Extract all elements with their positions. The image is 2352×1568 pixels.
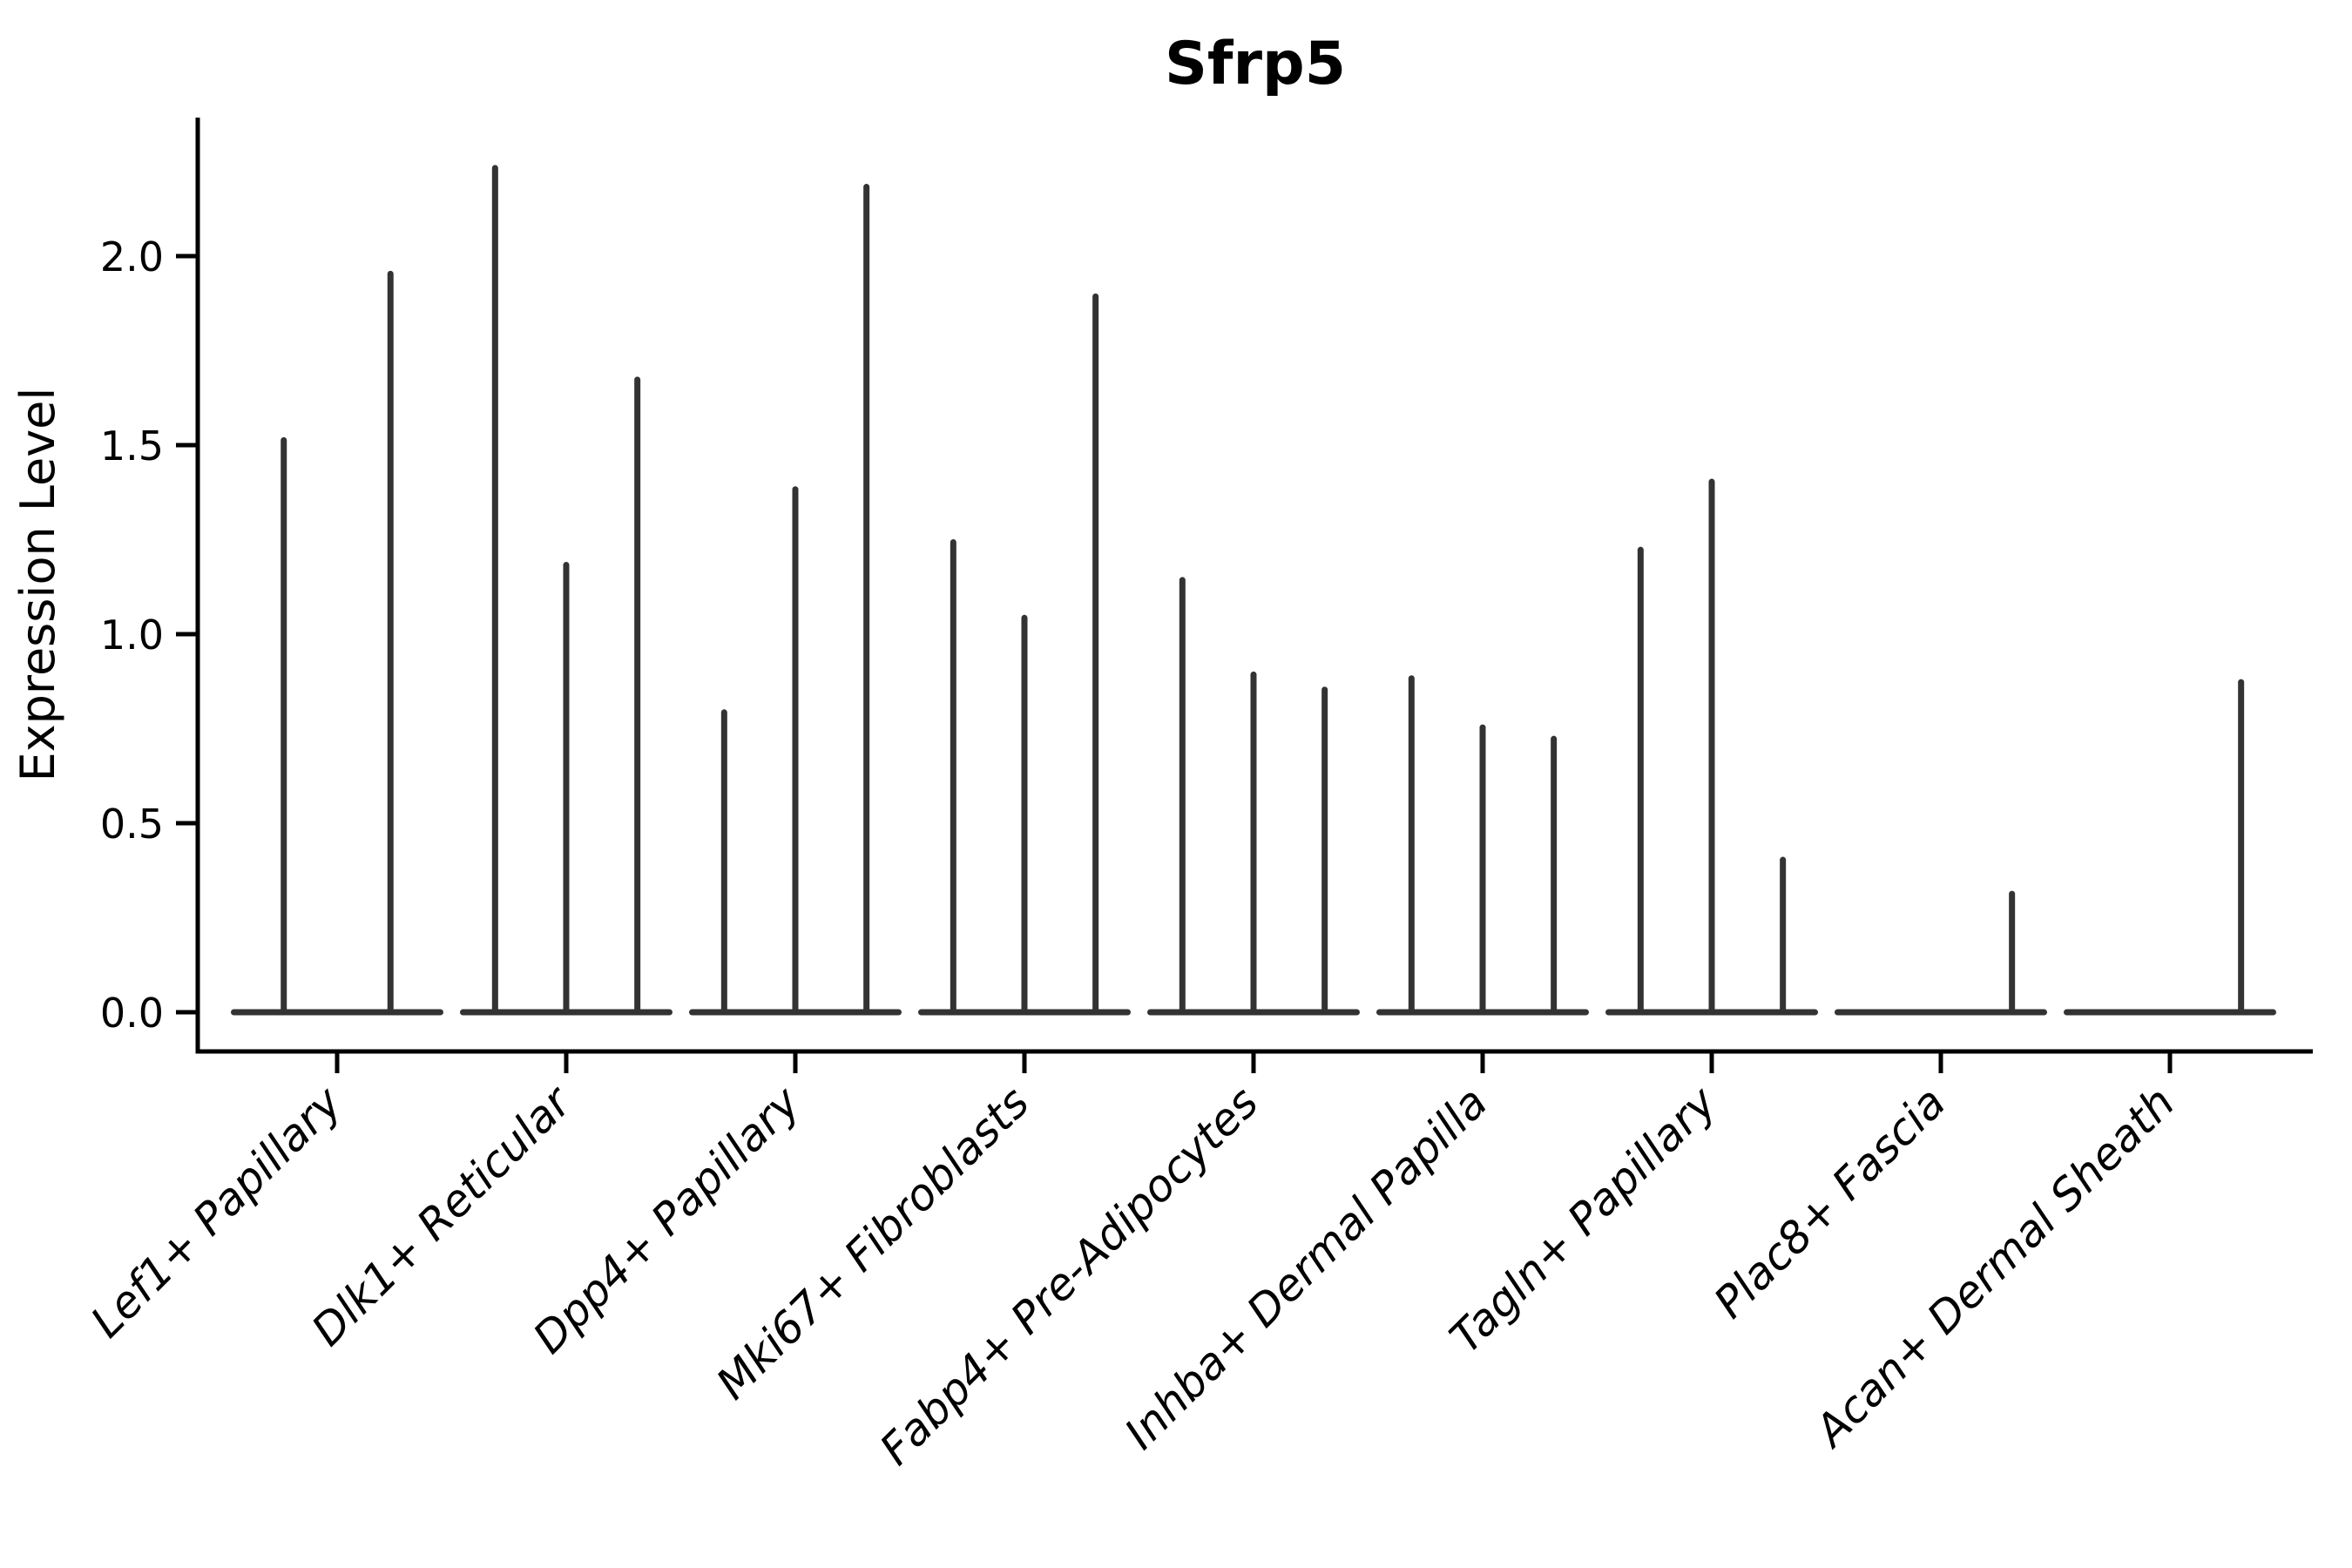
y-axis-label: Expression Level xyxy=(10,388,65,782)
y-tick-label: 1.0 xyxy=(100,612,164,659)
axis-spines xyxy=(195,118,2313,1054)
y-tick-label: 2.0 xyxy=(100,233,164,280)
y-tick-label: 0.5 xyxy=(100,801,164,848)
x-tick-label: Inhba+ Dermal Papilla xyxy=(1115,1077,1497,1458)
chart-title: Sfrp5 xyxy=(1165,30,1346,98)
x-tick-label: Fabp4+ Pre-Adipocytes xyxy=(870,1077,1268,1475)
x-tick-label: Acan+ Dermal Sheath xyxy=(1804,1077,2185,1457)
x-tick-label: Lef1+ Papillary xyxy=(81,1076,352,1347)
y-tick-label: 0.0 xyxy=(100,990,164,1037)
y-tick-label: 1.5 xyxy=(100,422,164,470)
violin-series xyxy=(231,165,2276,1016)
y-axis: 0.0 0.5 1.0 1.5 2.0 xyxy=(100,233,198,1037)
x-tick-label: Plac8+ Fascia xyxy=(1705,1077,1956,1328)
